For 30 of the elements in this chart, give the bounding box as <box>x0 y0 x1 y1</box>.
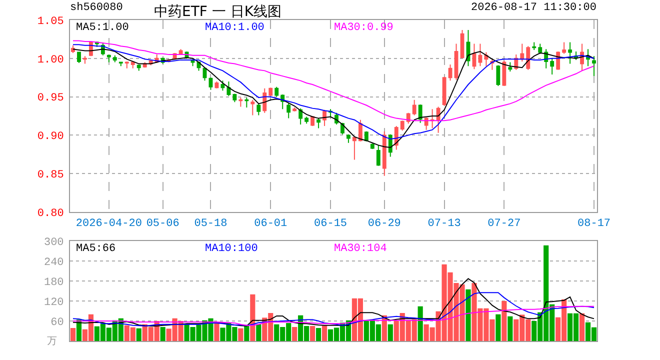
x-tick-label: 06-01 <box>254 218 288 230</box>
y-tick-label: 180 <box>44 276 64 289</box>
x-tick-label: 05-06 <box>146 218 180 230</box>
text: MA5:66 <box>76 243 116 255</box>
text: 2026-08-17 11:30:00 <box>471 2 596 14</box>
x-tick-label: 07-13 <box>428 218 461 230</box>
y-tick-label: 0.85 <box>37 169 64 182</box>
y-tick-label: 60 <box>50 316 64 329</box>
x-tick-label: 06-15 <box>314 218 348 230</box>
x-tick-label: 05-18 <box>194 218 228 230</box>
text: MA10:1.00 <box>205 22 264 34</box>
y-tick-label: 1.00 <box>37 54 64 66</box>
y-tick-label: 0.95 <box>37 92 64 105</box>
y-tick-label: 0.80 <box>37 208 64 220</box>
chart-title: 中药ETF 一 日K线图 <box>154 4 282 20</box>
y-tick-label: 0.90 <box>37 131 64 144</box>
x-tick-label: 06-29 <box>368 218 401 230</box>
x-tick-label: 2026-04-20 <box>76 218 142 230</box>
text: sh560080 <box>70 2 123 14</box>
y-tick-label: 240 <box>44 256 64 269</box>
y-tick-label: 120 <box>44 296 64 309</box>
text: MA30:104 <box>334 243 388 255</box>
y-tick-label: 1.05 <box>37 16 64 28</box>
x-tick-label: 08-17 <box>578 218 611 230</box>
y-axis-title: 万 <box>47 336 57 347</box>
x-tick-label: 07-27 <box>488 218 521 230</box>
text: MA10:100 <box>205 243 258 255</box>
text: MA30:0.99 <box>334 22 394 34</box>
series-label: MA5:1.00 <box>76 22 129 34</box>
y-tick-label: 300 <box>44 236 64 249</box>
